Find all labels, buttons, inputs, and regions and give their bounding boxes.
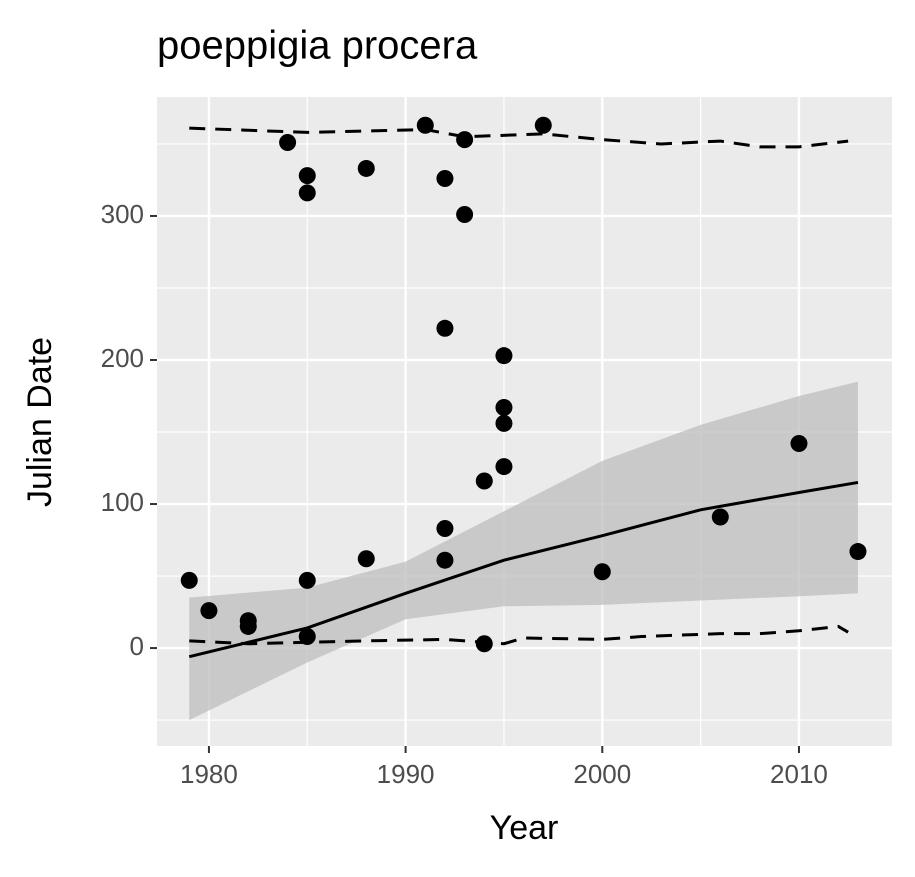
point — [357, 159, 375, 177]
confidence-band — [189, 381, 858, 721]
point — [239, 617, 257, 635]
point — [456, 206, 474, 224]
point — [711, 508, 729, 526]
point — [495, 399, 513, 417]
point — [495, 458, 513, 476]
x-axis-label: Year — [490, 809, 559, 847]
point — [436, 551, 454, 569]
trend-line — [188, 480, 859, 659]
point — [436, 170, 454, 188]
point — [298, 628, 316, 646]
x-tick-label: 2000 — [573, 759, 631, 789]
x-tick-label: 1990 — [377, 759, 435, 789]
point — [298, 167, 316, 185]
point — [298, 184, 316, 202]
point — [436, 520, 454, 538]
point — [849, 543, 867, 561]
y-tick-label: 300 — [101, 199, 144, 229]
point — [200, 602, 218, 620]
y-tick-label: 200 — [101, 343, 144, 373]
y-tick-label: 0 — [130, 631, 144, 661]
point — [180, 571, 198, 589]
point — [534, 116, 552, 134]
quantile-line — [189, 624, 849, 646]
x-tick-label: 1980 — [180, 759, 238, 789]
y-tick-label: 100 — [101, 487, 144, 517]
x-tick-label: 2010 — [770, 759, 828, 789]
point — [495, 414, 513, 432]
quantile-line — [189, 126, 849, 149]
point — [279, 134, 297, 152]
point — [298, 571, 316, 589]
point — [416, 116, 434, 134]
chart-title: poeppigia procera — [157, 24, 478, 68]
point — [790, 435, 808, 453]
point — [495, 347, 513, 365]
point — [436, 319, 454, 337]
point — [357, 550, 375, 568]
point — [475, 635, 493, 653]
point — [475, 472, 493, 490]
y-axis-label: Julian Date — [21, 337, 59, 507]
point — [456, 131, 474, 149]
point — [593, 563, 611, 581]
